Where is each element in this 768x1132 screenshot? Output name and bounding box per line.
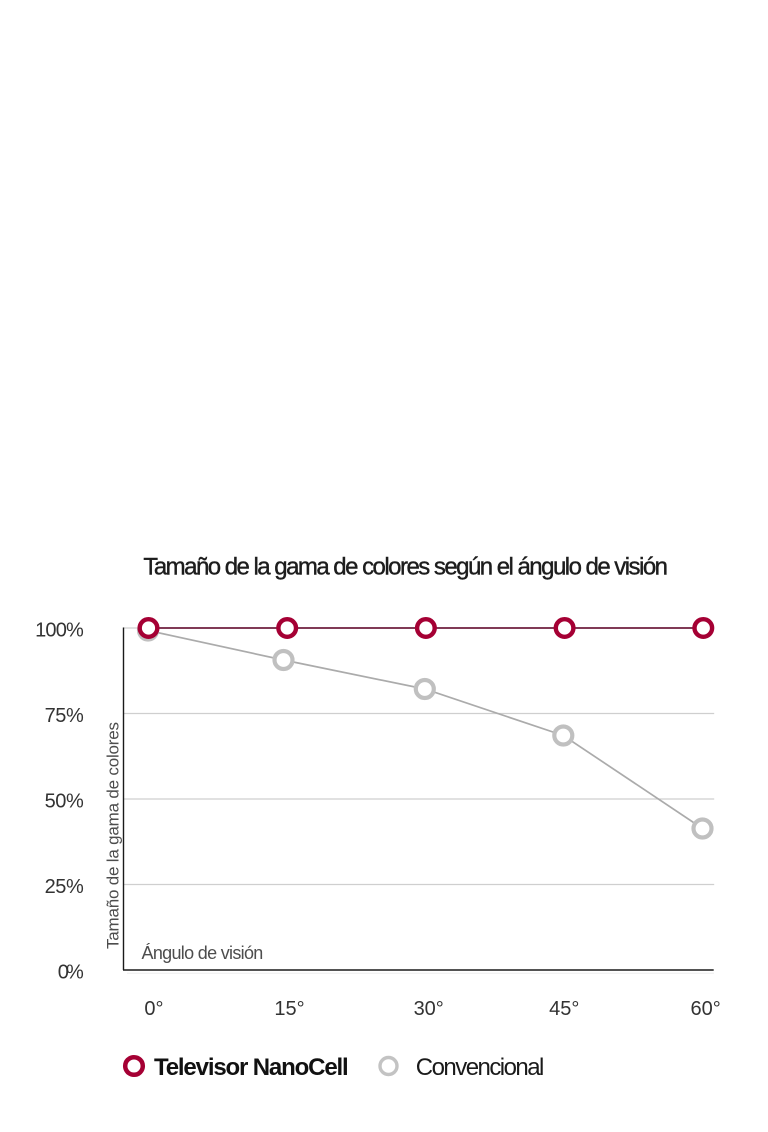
svg-text:Tamaño de la gama de colores s: Tamaño de la gama de colores según el án… — [143, 553, 668, 580]
svg-text:0°: 0° — [144, 998, 163, 1020]
svg-text:50%: 50% — [45, 791, 84, 813]
svg-text:0%: 0% — [58, 962, 84, 984]
svg-text:100%: 100% — [35, 620, 84, 642]
svg-text:75%: 75% — [45, 705, 84, 727]
svg-text:30°: 30° — [414, 998, 444, 1020]
svg-text:45°: 45° — [549, 998, 579, 1020]
svg-text:25%: 25% — [45, 876, 84, 898]
svg-text:Televisor NanoCell: Televisor NanoCell — [154, 1054, 349, 1081]
svg-text:60°: 60° — [690, 998, 720, 1020]
svg-text:Ángulo de visión: Ángulo de visión — [142, 943, 264, 963]
svg-text:15°: 15° — [274, 998, 304, 1020]
svg-text:Tamaño de la gama de colores: Tamaño de la gama de colores — [104, 722, 123, 949]
svg-text:Convencional: Convencional — [416, 1054, 545, 1081]
